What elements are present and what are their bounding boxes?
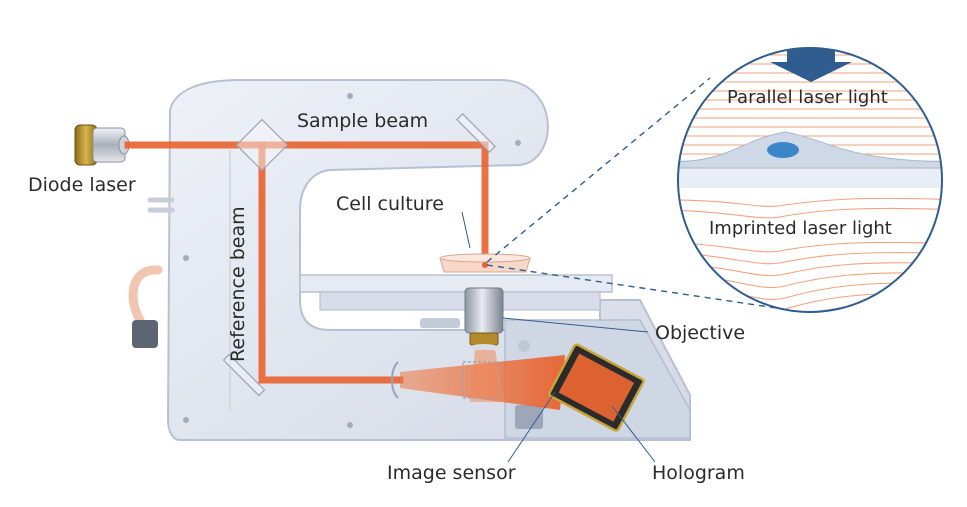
label-hologram: Hologram <box>652 462 745 484</box>
optical-mirrors <box>222 113 500 399</box>
magnifier-leaders <box>486 77 791 311</box>
objective-lens <box>464 287 504 350</box>
label-diode-laser: Diode laser <box>28 174 136 196</box>
label-parallel-laser-light: Parallel laser light <box>727 87 888 108</box>
label-image-sensor: Image sensor <box>387 462 516 484</box>
label-imprinted-laser-light: Imprinted laser light <box>709 218 892 239</box>
label-reference-beam: Reference beam <box>227 206 249 362</box>
image-sensor-chip <box>548 343 645 432</box>
label-objective: Objective <box>655 322 746 344</box>
magnifier-inset <box>677 47 943 313</box>
cell-nucleus <box>767 142 799 158</box>
label-leaders <box>461 211 656 463</box>
cell-culture-dish <box>439 253 531 273</box>
label-cell-culture: Cell culture <box>336 193 444 215</box>
cell-body <box>678 131 942 169</box>
label-sample-beam: Sample beam <box>297 110 429 132</box>
diode-laser-icon <box>74 124 130 166</box>
reference-beam-path <box>258 141 404 384</box>
